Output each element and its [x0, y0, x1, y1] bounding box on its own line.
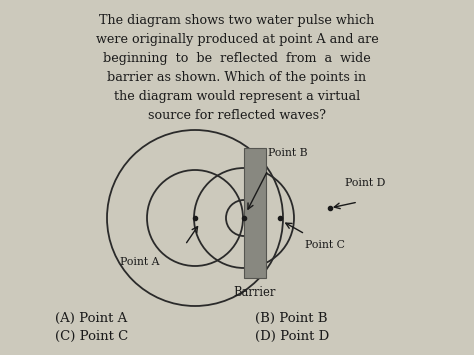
Text: (A) Point A: (A) Point A: [55, 312, 127, 325]
Text: (B) Point B: (B) Point B: [255, 312, 328, 325]
Text: (C) Point C: (C) Point C: [55, 330, 128, 343]
Text: (D) Point D: (D) Point D: [255, 330, 329, 343]
Text: source for reflected waves?: source for reflected waves?: [148, 109, 326, 122]
Text: the diagram would represent a virtual: the diagram would represent a virtual: [114, 90, 360, 103]
Text: Point B: Point B: [268, 148, 308, 158]
Text: Point A: Point A: [120, 257, 159, 267]
Text: Point D: Point D: [345, 178, 385, 188]
Text: beginning  to  be  reflected  from  a  wide: beginning to be reflected from a wide: [103, 52, 371, 65]
Text: Barrier: Barrier: [234, 286, 276, 299]
Text: Point C: Point C: [305, 240, 345, 250]
Text: barrier as shown. Which of the points in: barrier as shown. Which of the points in: [108, 71, 366, 84]
Text: The diagram shows two water pulse which: The diagram shows two water pulse which: [100, 14, 374, 27]
Bar: [244, 148, 266, 278]
Text: were originally produced at point A and are: were originally produced at point A and …: [96, 33, 378, 46]
